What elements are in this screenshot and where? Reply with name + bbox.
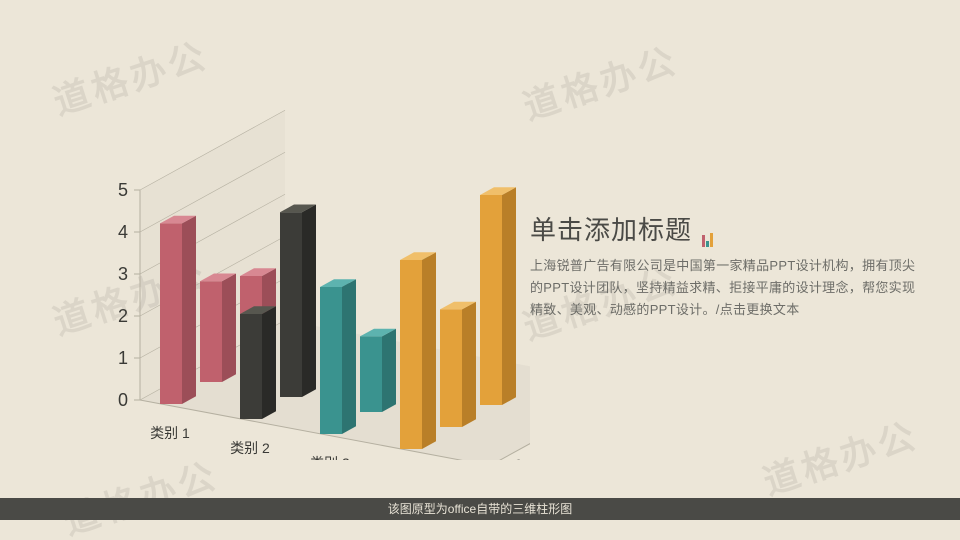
footer-caption: 该图原型为office自带的三维柱形图 xyxy=(0,498,960,520)
mini-bars-icon xyxy=(702,231,713,247)
svg-text:1: 1 xyxy=(118,348,128,368)
svg-text:3: 3 xyxy=(118,264,128,284)
svg-text:2: 2 xyxy=(118,306,128,326)
slide: { "text": { "title": "单击添加标题", "desc": "… xyxy=(0,0,960,540)
svg-text:0: 0 xyxy=(118,390,128,410)
bar3d-chart: 012345类别 1类别 2类别 3类别 4系列 1系列 2系列 3 xyxy=(30,100,530,460)
svg-text:类别 1: 类别 1 xyxy=(150,425,190,441)
svg-text:系列 1: 系列 1 xyxy=(508,459,530,460)
text-block: 单击添加标题 上海锐普广告有限公司是中国第一家精品PPT设计机构，拥有顶尖的PP… xyxy=(530,210,920,321)
watermark: 道格办公 xyxy=(516,32,684,131)
watermark: 道格办公 xyxy=(56,447,224,540)
slide-title[interactable]: 单击添加标题 xyxy=(530,210,692,247)
svg-text:类别 2: 类别 2 xyxy=(230,440,270,456)
svg-text:4: 4 xyxy=(118,222,128,242)
slide-description[interactable]: 上海锐普广告有限公司是中国第一家精品PPT设计机构，拥有顶尖的PPT设计团队，坚… xyxy=(530,255,920,321)
svg-text:5: 5 xyxy=(118,180,128,200)
watermark: 道格办公 xyxy=(756,407,924,506)
svg-text:类别 3: 类别 3 xyxy=(310,455,350,460)
